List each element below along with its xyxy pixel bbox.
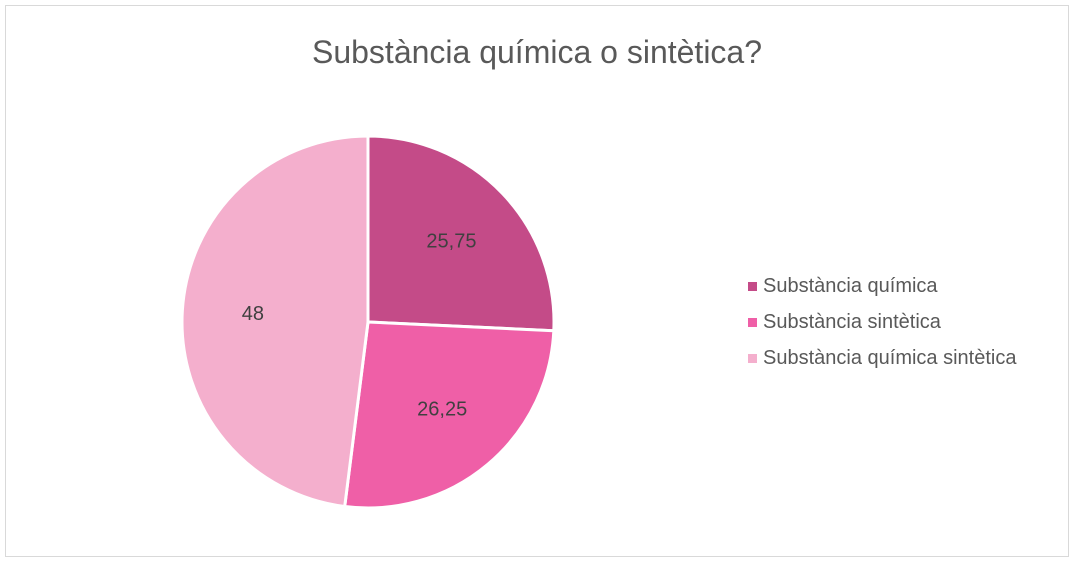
pie-slice-substancia-quimica: [366, 134, 556, 333]
legend-label-substancia-quimica-sintetica: Substància química sintètica: [763, 346, 1017, 369]
legend-swatch-substancia-sintetica: [748, 317, 757, 327]
data-label-substancia-quimica: 25,75: [426, 231, 476, 253]
legend-swatch-substancia-quimica-sintetica: [748, 353, 757, 363]
legend-label-substancia-quimica: Substància química: [763, 274, 938, 297]
legend-item-substancia-sintetica: Substància sintètica: [748, 304, 1016, 340]
pie-data-labels: 25,75 26,25 48: [242, 231, 477, 421]
pie-slice-substancia-sintetica: [343, 320, 556, 510]
legend-item-substancia-quimica-sintetica: Substància química sintètica: [748, 340, 1016, 376]
legend-swatch-substancia-quimica: [748, 281, 757, 291]
pie-slice-substancia-quimica-sintetica: [180, 134, 370, 509]
legend-item-substancia-quimica: Substància química: [748, 268, 1016, 304]
data-label-substancia-sintetica: 26,25: [417, 399, 467, 421]
pie-slices: [180, 134, 556, 510]
legend-label-substancia-sintetica: Substància sintètica: [763, 310, 941, 333]
chart-legend: Substància química Substància sintètica …: [748, 268, 1016, 376]
pie-chart: 25,75 26,25 48: [180, 134, 556, 510]
chart-title: Substància química o sintètica?: [311, 34, 763, 70]
data-label-substancia-quimica-sintetica: 48: [242, 303, 264, 325]
chart-area: Substància química o sintètica? 25,75 26,…: [5, 5, 1069, 557]
